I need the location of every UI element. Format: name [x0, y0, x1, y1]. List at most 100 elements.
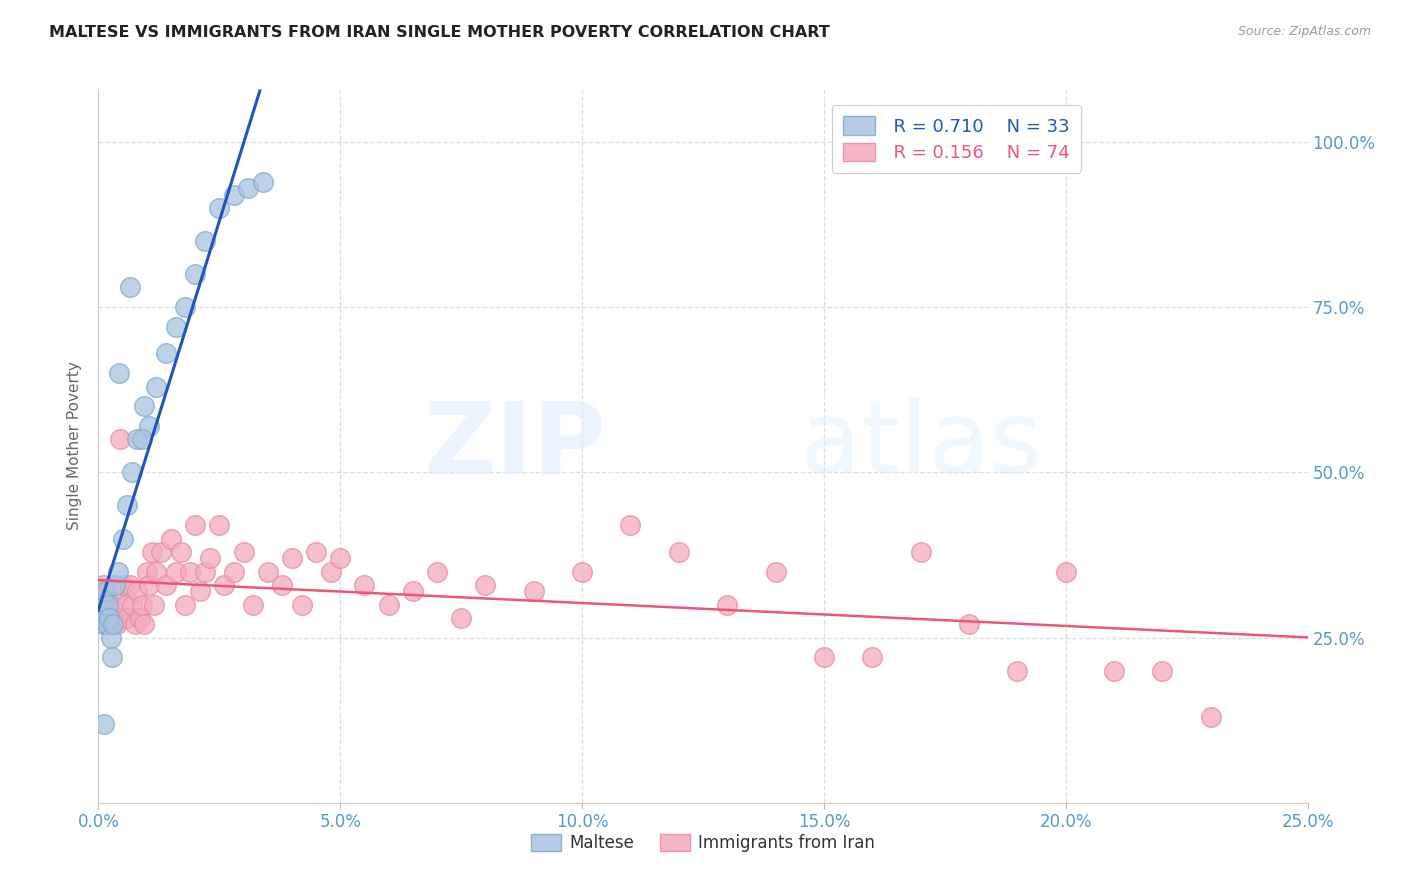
- Point: [271, 578, 294, 592]
- Point: [117, 611, 139, 625]
- Point: [90, 598, 112, 612]
- Point: [111, 578, 134, 592]
- Point: [117, 499, 139, 513]
- Point: [281, 551, 304, 566]
- Point: [93, 716, 115, 731]
- Point: [101, 617, 124, 632]
- Point: [127, 433, 149, 447]
- Point: [402, 584, 425, 599]
- Point: [100, 598, 122, 612]
- Point: [910, 545, 932, 559]
- Point: [143, 598, 166, 612]
- Point: [127, 584, 149, 599]
- Point: [165, 565, 187, 579]
- Point: [174, 598, 197, 612]
- Point: [194, 565, 217, 579]
- Point: [165, 320, 187, 334]
- Point: [138, 419, 160, 434]
- Point: [169, 545, 191, 559]
- Point: [91, 611, 114, 625]
- Point: [114, 598, 136, 612]
- Point: [668, 545, 690, 559]
- Point: [91, 598, 114, 612]
- Point: [107, 367, 129, 381]
- Point: [155, 578, 177, 592]
- Point: [108, 433, 131, 447]
- Point: [131, 433, 153, 447]
- Point: [198, 551, 221, 566]
- Point: [222, 565, 245, 579]
- Legend: Maltese, Immigrants from Iran: Maltese, Immigrants from Iran: [524, 827, 882, 859]
- Point: [98, 611, 121, 625]
- Point: [160, 532, 183, 546]
- Point: [329, 551, 352, 566]
- Point: [184, 518, 207, 533]
- Point: [1199, 710, 1222, 724]
- Point: [242, 598, 264, 612]
- Point: [208, 518, 231, 533]
- Point: [98, 611, 121, 625]
- Point: [1054, 565, 1077, 579]
- Point: [319, 565, 342, 579]
- Point: [138, 578, 160, 592]
- Point: [94, 598, 117, 612]
- Point: [91, 617, 114, 632]
- Point: [426, 565, 449, 579]
- Point: [194, 234, 217, 248]
- Point: [141, 545, 163, 559]
- Point: [121, 598, 143, 612]
- Point: [450, 611, 472, 625]
- Point: [765, 565, 787, 579]
- Point: [222, 188, 245, 202]
- Point: [571, 565, 593, 579]
- Text: MALTESE VS IMMIGRANTS FROM IRAN SINGLE MOTHER POVERTY CORRELATION CHART: MALTESE VS IMMIGRANTS FROM IRAN SINGLE M…: [49, 25, 830, 40]
- Point: [93, 617, 115, 632]
- Point: [121, 466, 143, 480]
- Point: [150, 545, 173, 559]
- Point: [91, 578, 114, 592]
- Point: [124, 617, 146, 632]
- Point: [111, 532, 134, 546]
- Point: [232, 545, 254, 559]
- Point: [377, 598, 399, 612]
- Point: [96, 617, 118, 632]
- Point: [101, 611, 124, 625]
- Point: [94, 611, 117, 625]
- Point: [155, 346, 177, 360]
- Point: [212, 578, 235, 592]
- Point: [523, 584, 546, 599]
- Point: [105, 617, 128, 632]
- Point: [716, 598, 738, 612]
- Point: [90, 611, 112, 625]
- Point: [1152, 664, 1174, 678]
- Point: [188, 584, 211, 599]
- Point: [93, 584, 115, 599]
- Point: [813, 650, 835, 665]
- Point: [118, 578, 141, 592]
- Point: [107, 611, 129, 625]
- Y-axis label: Single Mother Poverty: Single Mother Poverty: [67, 361, 83, 531]
- Point: [134, 400, 156, 414]
- Point: [104, 584, 127, 599]
- Point: [96, 617, 118, 632]
- Point: [957, 617, 980, 632]
- Text: atlas: atlas: [800, 398, 1042, 494]
- Point: [474, 578, 496, 592]
- Point: [353, 578, 375, 592]
- Point: [97, 598, 120, 612]
- Point: [184, 267, 207, 281]
- Point: [619, 518, 641, 533]
- Point: [101, 650, 124, 665]
- Point: [1007, 664, 1029, 678]
- Text: Source: ZipAtlas.com: Source: ZipAtlas.com: [1237, 25, 1371, 38]
- Point: [238, 181, 260, 195]
- Point: [134, 617, 156, 632]
- Point: [252, 175, 274, 189]
- Point: [128, 611, 150, 625]
- Point: [118, 280, 141, 294]
- Point: [101, 617, 124, 632]
- Point: [1102, 664, 1125, 678]
- Point: [145, 379, 167, 393]
- Point: [305, 545, 328, 559]
- Point: [100, 631, 122, 645]
